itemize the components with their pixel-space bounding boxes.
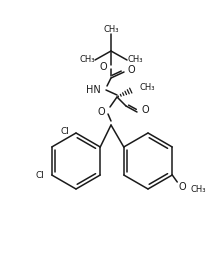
Text: CH₃: CH₃ — [139, 83, 155, 93]
Text: CH₃: CH₃ — [79, 55, 95, 65]
Text: CH₃: CH₃ — [190, 185, 206, 193]
Text: CH₃: CH₃ — [103, 24, 119, 34]
Text: Cl: Cl — [36, 172, 45, 180]
Text: O: O — [99, 62, 107, 72]
Text: O: O — [141, 105, 149, 115]
Text: HN: HN — [86, 85, 101, 95]
Text: O: O — [178, 182, 186, 192]
Text: Cl: Cl — [60, 126, 69, 136]
Text: O: O — [128, 65, 136, 75]
Text: CH₃: CH₃ — [127, 55, 143, 65]
Text: O: O — [97, 107, 105, 117]
